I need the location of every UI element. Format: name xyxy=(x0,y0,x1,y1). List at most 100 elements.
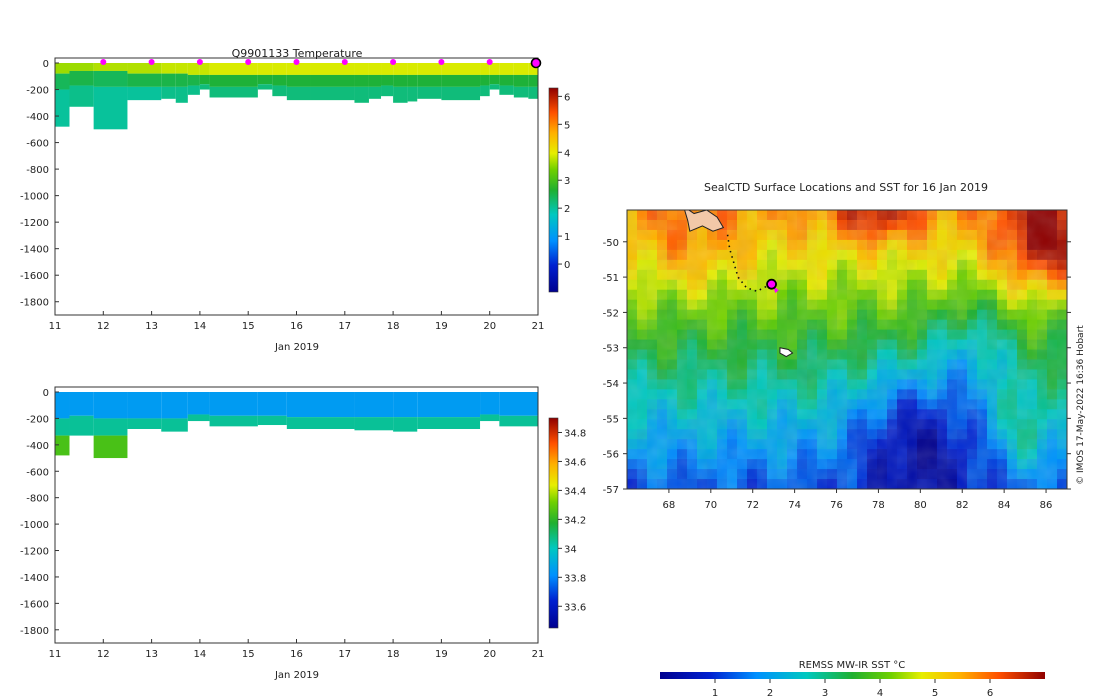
map-x-tick-label: 76 xyxy=(830,500,843,511)
x-tick-label: 18 xyxy=(387,321,400,332)
x-tick-label: 17 xyxy=(338,321,351,332)
profile-cell xyxy=(407,63,418,75)
latest-profile-marker xyxy=(530,57,542,69)
profile-cell xyxy=(480,85,490,97)
profile-cell xyxy=(499,392,538,416)
profile-cell xyxy=(368,86,382,99)
x-tick-label: 15 xyxy=(242,321,255,332)
profile-cell xyxy=(93,70,128,87)
map-y-tick-label: -54 xyxy=(603,379,619,390)
profile-cell xyxy=(127,418,162,429)
profile-cell xyxy=(310,86,355,101)
colorbar-tick-label: 33.6 xyxy=(564,602,586,613)
profile-cell xyxy=(407,86,418,102)
y-tick-label: -1400 xyxy=(20,573,49,584)
x-tick-label: 21 xyxy=(532,321,545,332)
y-tick-label: -1600 xyxy=(20,271,49,282)
x-tick-label: 14 xyxy=(194,321,207,332)
y-tick-label: 0 xyxy=(43,59,49,70)
profile-marker xyxy=(245,59,252,65)
x-tick-label: 17 xyxy=(338,649,351,660)
profile-cell xyxy=(209,86,258,98)
profile-cell xyxy=(257,63,273,75)
y-tick-label: -1200 xyxy=(20,547,49,558)
y-tick-label: -1000 xyxy=(20,192,49,203)
x-tick-label: 12 xyxy=(97,321,110,332)
profile-marker xyxy=(390,59,397,65)
colorbar-tick-label: 34.2 xyxy=(564,515,586,526)
map-y-tick-label: -50 xyxy=(603,238,619,249)
profile-cell xyxy=(417,392,481,418)
temperature-section-plot: 11 12 13 14 15 16 17 18 19 20 21 0-200-400-600-800… xyxy=(20,47,570,353)
profile-cell xyxy=(499,85,514,95)
profile-cell xyxy=(161,73,176,87)
y-tick-label: -200 xyxy=(26,414,49,425)
profile-cell xyxy=(187,74,200,86)
profile-cell xyxy=(199,63,210,75)
colorbar-tick-label: 0 xyxy=(564,260,570,271)
profile-cell xyxy=(480,414,500,422)
map-y-tick-label: -53 xyxy=(603,344,619,355)
y-tick-label: -400 xyxy=(26,441,49,452)
profile-cell xyxy=(199,84,210,90)
profile-cell xyxy=(127,392,162,419)
profile-cell xyxy=(69,415,94,436)
map-y-tick-label: -51 xyxy=(603,273,619,284)
salinity-colorbar: 33.6 33.8 34 34.2 34.4 34.6 34.8 xyxy=(548,417,586,629)
current-position-marker xyxy=(766,278,777,290)
profile-cell xyxy=(257,415,287,426)
profile-cell xyxy=(161,86,176,99)
profile-cell xyxy=(187,63,200,75)
x-tick-label: 21 xyxy=(532,649,545,660)
profile-cell xyxy=(257,392,287,416)
x-tick-label: 11 xyxy=(49,649,62,660)
profile-cell xyxy=(209,74,258,87)
x-tick-label: 19 xyxy=(435,321,448,332)
profile-cell xyxy=(354,86,369,103)
profile-marker xyxy=(293,59,300,65)
profile-cell xyxy=(354,74,369,87)
profile-cell xyxy=(161,63,176,74)
profile-cell xyxy=(272,85,287,97)
profile-cell xyxy=(513,86,529,98)
profile-cell xyxy=(513,74,529,87)
x-tick-label: 12 xyxy=(97,649,110,660)
profile-cell xyxy=(393,86,408,103)
sst-colorbar-gradient xyxy=(660,672,1045,679)
profile-marker xyxy=(196,59,203,65)
temperature-heatmap xyxy=(55,63,538,130)
profile-cell xyxy=(55,89,70,127)
temperature-colorbar: 0 1 2 3 4 5 6 xyxy=(548,87,570,293)
salinity-section-plot: 11 12 13 14 15 16 17 18 19 20 21 0 -200 -400 -600 -800… xyxy=(20,386,586,681)
profile-cell xyxy=(257,74,273,85)
map-x-tick-label: 84 xyxy=(998,500,1011,511)
profile-cell xyxy=(127,63,162,74)
map-x-tick-label: 86 xyxy=(1040,500,1053,511)
y-tick-label: -1400 xyxy=(20,245,49,256)
sst-colorbar-tick-label: 4 xyxy=(877,688,883,699)
colorbar-tick-label: 34 xyxy=(564,544,577,555)
profile-cell xyxy=(489,84,500,90)
profile-cell xyxy=(55,435,70,456)
profile-cell xyxy=(417,74,442,87)
profile-marker xyxy=(486,59,493,65)
y-tick-label: -1000 xyxy=(20,520,49,531)
map-x-tick-label: 78 xyxy=(872,500,885,511)
profile-cell xyxy=(175,63,188,74)
profile-cell xyxy=(286,417,355,429)
island-outline xyxy=(684,210,725,232)
profile-cell xyxy=(209,415,258,427)
sst-colorbar-tick-label: 6 xyxy=(987,688,993,699)
profile-cell xyxy=(286,392,355,418)
colorbar-tick-label: 33.8 xyxy=(564,573,586,584)
sst-colorbar-tick-label: 3 xyxy=(822,688,828,699)
temperature-x-axis-label: Jan 2019 xyxy=(274,342,319,353)
profile-cell xyxy=(393,74,408,87)
profile-cell xyxy=(381,74,394,86)
profile-cell xyxy=(55,73,70,90)
map-x-tick-label: 80 xyxy=(914,500,927,511)
profile-cell xyxy=(489,74,500,85)
profile-cell xyxy=(499,415,538,427)
profile-cell xyxy=(199,74,210,85)
